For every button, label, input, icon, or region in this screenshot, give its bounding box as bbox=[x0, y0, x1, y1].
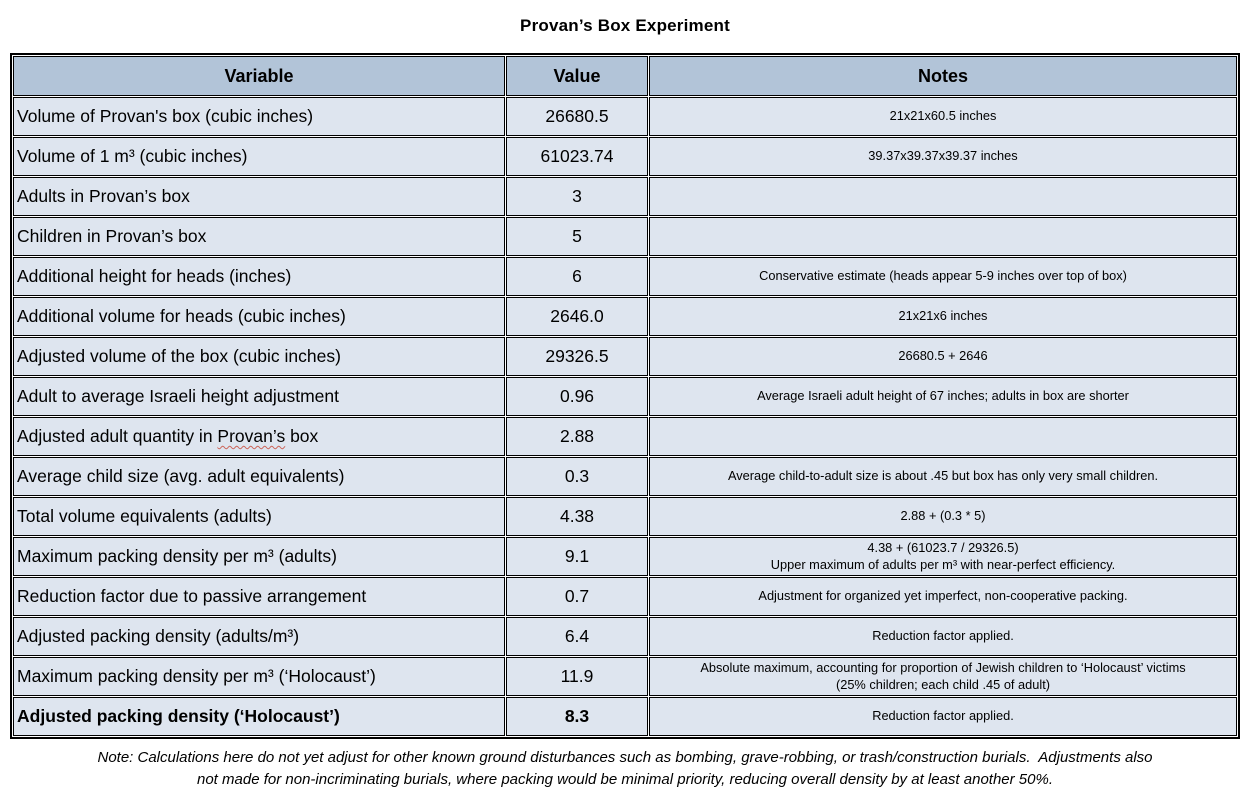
value-cell: 0.7 bbox=[506, 577, 648, 616]
note-cell: Average Israeli adult height of 67 inche… bbox=[649, 377, 1237, 416]
value-cell: 9.1 bbox=[506, 537, 648, 576]
value-cell: 0.96 bbox=[506, 377, 648, 416]
note-cell bbox=[649, 177, 1237, 216]
value-cell: 4.38 bbox=[506, 497, 648, 536]
note-cell: Average child-to-adult size is about .45… bbox=[649, 457, 1237, 496]
value-cell: 26680.5 bbox=[506, 97, 648, 136]
variable-cell: Average child size (avg. adult equivalen… bbox=[13, 457, 505, 496]
variable-cell: Maximum packing density per m³ (adults) bbox=[13, 537, 505, 576]
variable-cell: Maximum packing density per m³ (‘Holocau… bbox=[13, 657, 505, 696]
table-row: Adjusted volume of the box (cubic inches… bbox=[13, 337, 1237, 376]
value-cell: 11.9 bbox=[506, 657, 648, 696]
value-cell: 6.4 bbox=[506, 617, 648, 656]
note-cell: 26680.5 + 2646 bbox=[649, 337, 1237, 376]
variable-cell: Total volume equivalents (adults) bbox=[13, 497, 505, 536]
value-cell: 8.3 bbox=[506, 697, 648, 736]
table-row: Volume of 1 m³ (cubic inches) 61023.74 3… bbox=[13, 137, 1237, 176]
value-cell: 0.3 bbox=[506, 457, 648, 496]
table-row: Adult to average Israeli height adjustme… bbox=[13, 377, 1237, 416]
note-cell bbox=[649, 417, 1237, 456]
table-row: Maximum packing density per m³ (‘Holocau… bbox=[13, 657, 1237, 696]
table-row: Maximum packing density per m³ (adults) … bbox=[13, 537, 1237, 576]
value-cell: 3 bbox=[506, 177, 648, 216]
variable-cell: Additional height for heads (inches) bbox=[13, 257, 505, 296]
variable-text: Adjusted adult quantity in bbox=[17, 426, 218, 446]
variable-cell: Adjusted packing density (adults/m³) bbox=[13, 617, 505, 656]
note-cell: 21x21x60.5 inches bbox=[649, 97, 1237, 136]
note-cell: Adjustment for organized yet imperfect, … bbox=[649, 577, 1237, 616]
note-cell: Reduction factor applied. bbox=[649, 617, 1237, 656]
variable-cell: Volume of 1 m³ (cubic inches) bbox=[13, 137, 505, 176]
note-cell: 4.38 + (61023.7 / 29326.5) Upper maximum… bbox=[649, 537, 1237, 576]
value-cell: 2.88 bbox=[506, 417, 648, 456]
table-row-total: Adjusted packing density (‘Holocaust’) 8… bbox=[13, 697, 1237, 736]
value-cell: 29326.5 bbox=[506, 337, 648, 376]
variable-cell: Additional volume for heads (cubic inche… bbox=[13, 297, 505, 336]
column-header-variable: Variable bbox=[13, 56, 505, 96]
table-row: Reduction factor due to passive arrangem… bbox=[13, 577, 1237, 616]
note-cell: Reduction factor applied. bbox=[649, 697, 1237, 736]
table-row: Volume of Provan's box (cubic inches) 26… bbox=[13, 97, 1237, 136]
column-header-notes: Notes bbox=[649, 56, 1237, 96]
note-cell: Conservative estimate (heads appear 5-9 … bbox=[649, 257, 1237, 296]
variable-cell: Adult to average Israeli height adjustme… bbox=[13, 377, 505, 416]
note-cell: 2.88 + (0.3 * 5) bbox=[649, 497, 1237, 536]
table-row: Adjusted adult quantity in Provan’s box … bbox=[13, 417, 1237, 456]
table-row: Additional height for heads (inches) 6 C… bbox=[13, 257, 1237, 296]
value-cell: 5 bbox=[506, 217, 648, 256]
table-row: Adults in Provan’s box 3 bbox=[13, 177, 1237, 216]
variable-cell: Children in Provan’s box bbox=[13, 217, 505, 256]
variable-text: box bbox=[285, 426, 319, 446]
value-cell: 61023.74 bbox=[506, 137, 648, 176]
variable-cell: Adjusted packing density (‘Holocaust’) bbox=[13, 697, 505, 736]
variable-cell: Adjusted volume of the box (cubic inches… bbox=[13, 337, 505, 376]
note-cell bbox=[649, 217, 1237, 256]
value-cell: 6 bbox=[506, 257, 648, 296]
note-cell: 21x21x6 inches bbox=[649, 297, 1237, 336]
table-row: Total volume equivalents (adults) 4.38 2… bbox=[13, 497, 1237, 536]
table-row: Additional volume for heads (cubic inche… bbox=[13, 297, 1237, 336]
misspelled-word: Provan’s bbox=[217, 426, 286, 446]
variable-cell: Volume of Provan's box (cubic inches) bbox=[13, 97, 505, 136]
data-table: Variable Value Notes Volume of Provan's … bbox=[10, 53, 1240, 739]
variable-cell: Reduction factor due to passive arrangem… bbox=[13, 577, 505, 616]
column-header-value: Value bbox=[506, 56, 648, 96]
variable-cell: Adjusted adult quantity in Provan’s box bbox=[13, 417, 505, 456]
footnote: Note: Calculations here do not yet adjus… bbox=[97, 749, 1153, 788]
page-title: Provan’s Box Experiment bbox=[520, 16, 730, 35]
note-cell: Absolute maximum, accounting for proport… bbox=[649, 657, 1237, 696]
table-row: Average child size (avg. adult equivalen… bbox=[13, 457, 1237, 496]
note-cell: 39.37x39.37x39.37 inches bbox=[649, 137, 1237, 176]
value-cell: 2646.0 bbox=[506, 297, 648, 336]
table-row: Children in Provan’s box 5 bbox=[13, 217, 1237, 256]
header-row: Variable Value Notes bbox=[13, 56, 1237, 96]
variable-cell: Adults in Provan’s box bbox=[13, 177, 505, 216]
table-row: Adjusted packing density (adults/m³) 6.4… bbox=[13, 617, 1237, 656]
